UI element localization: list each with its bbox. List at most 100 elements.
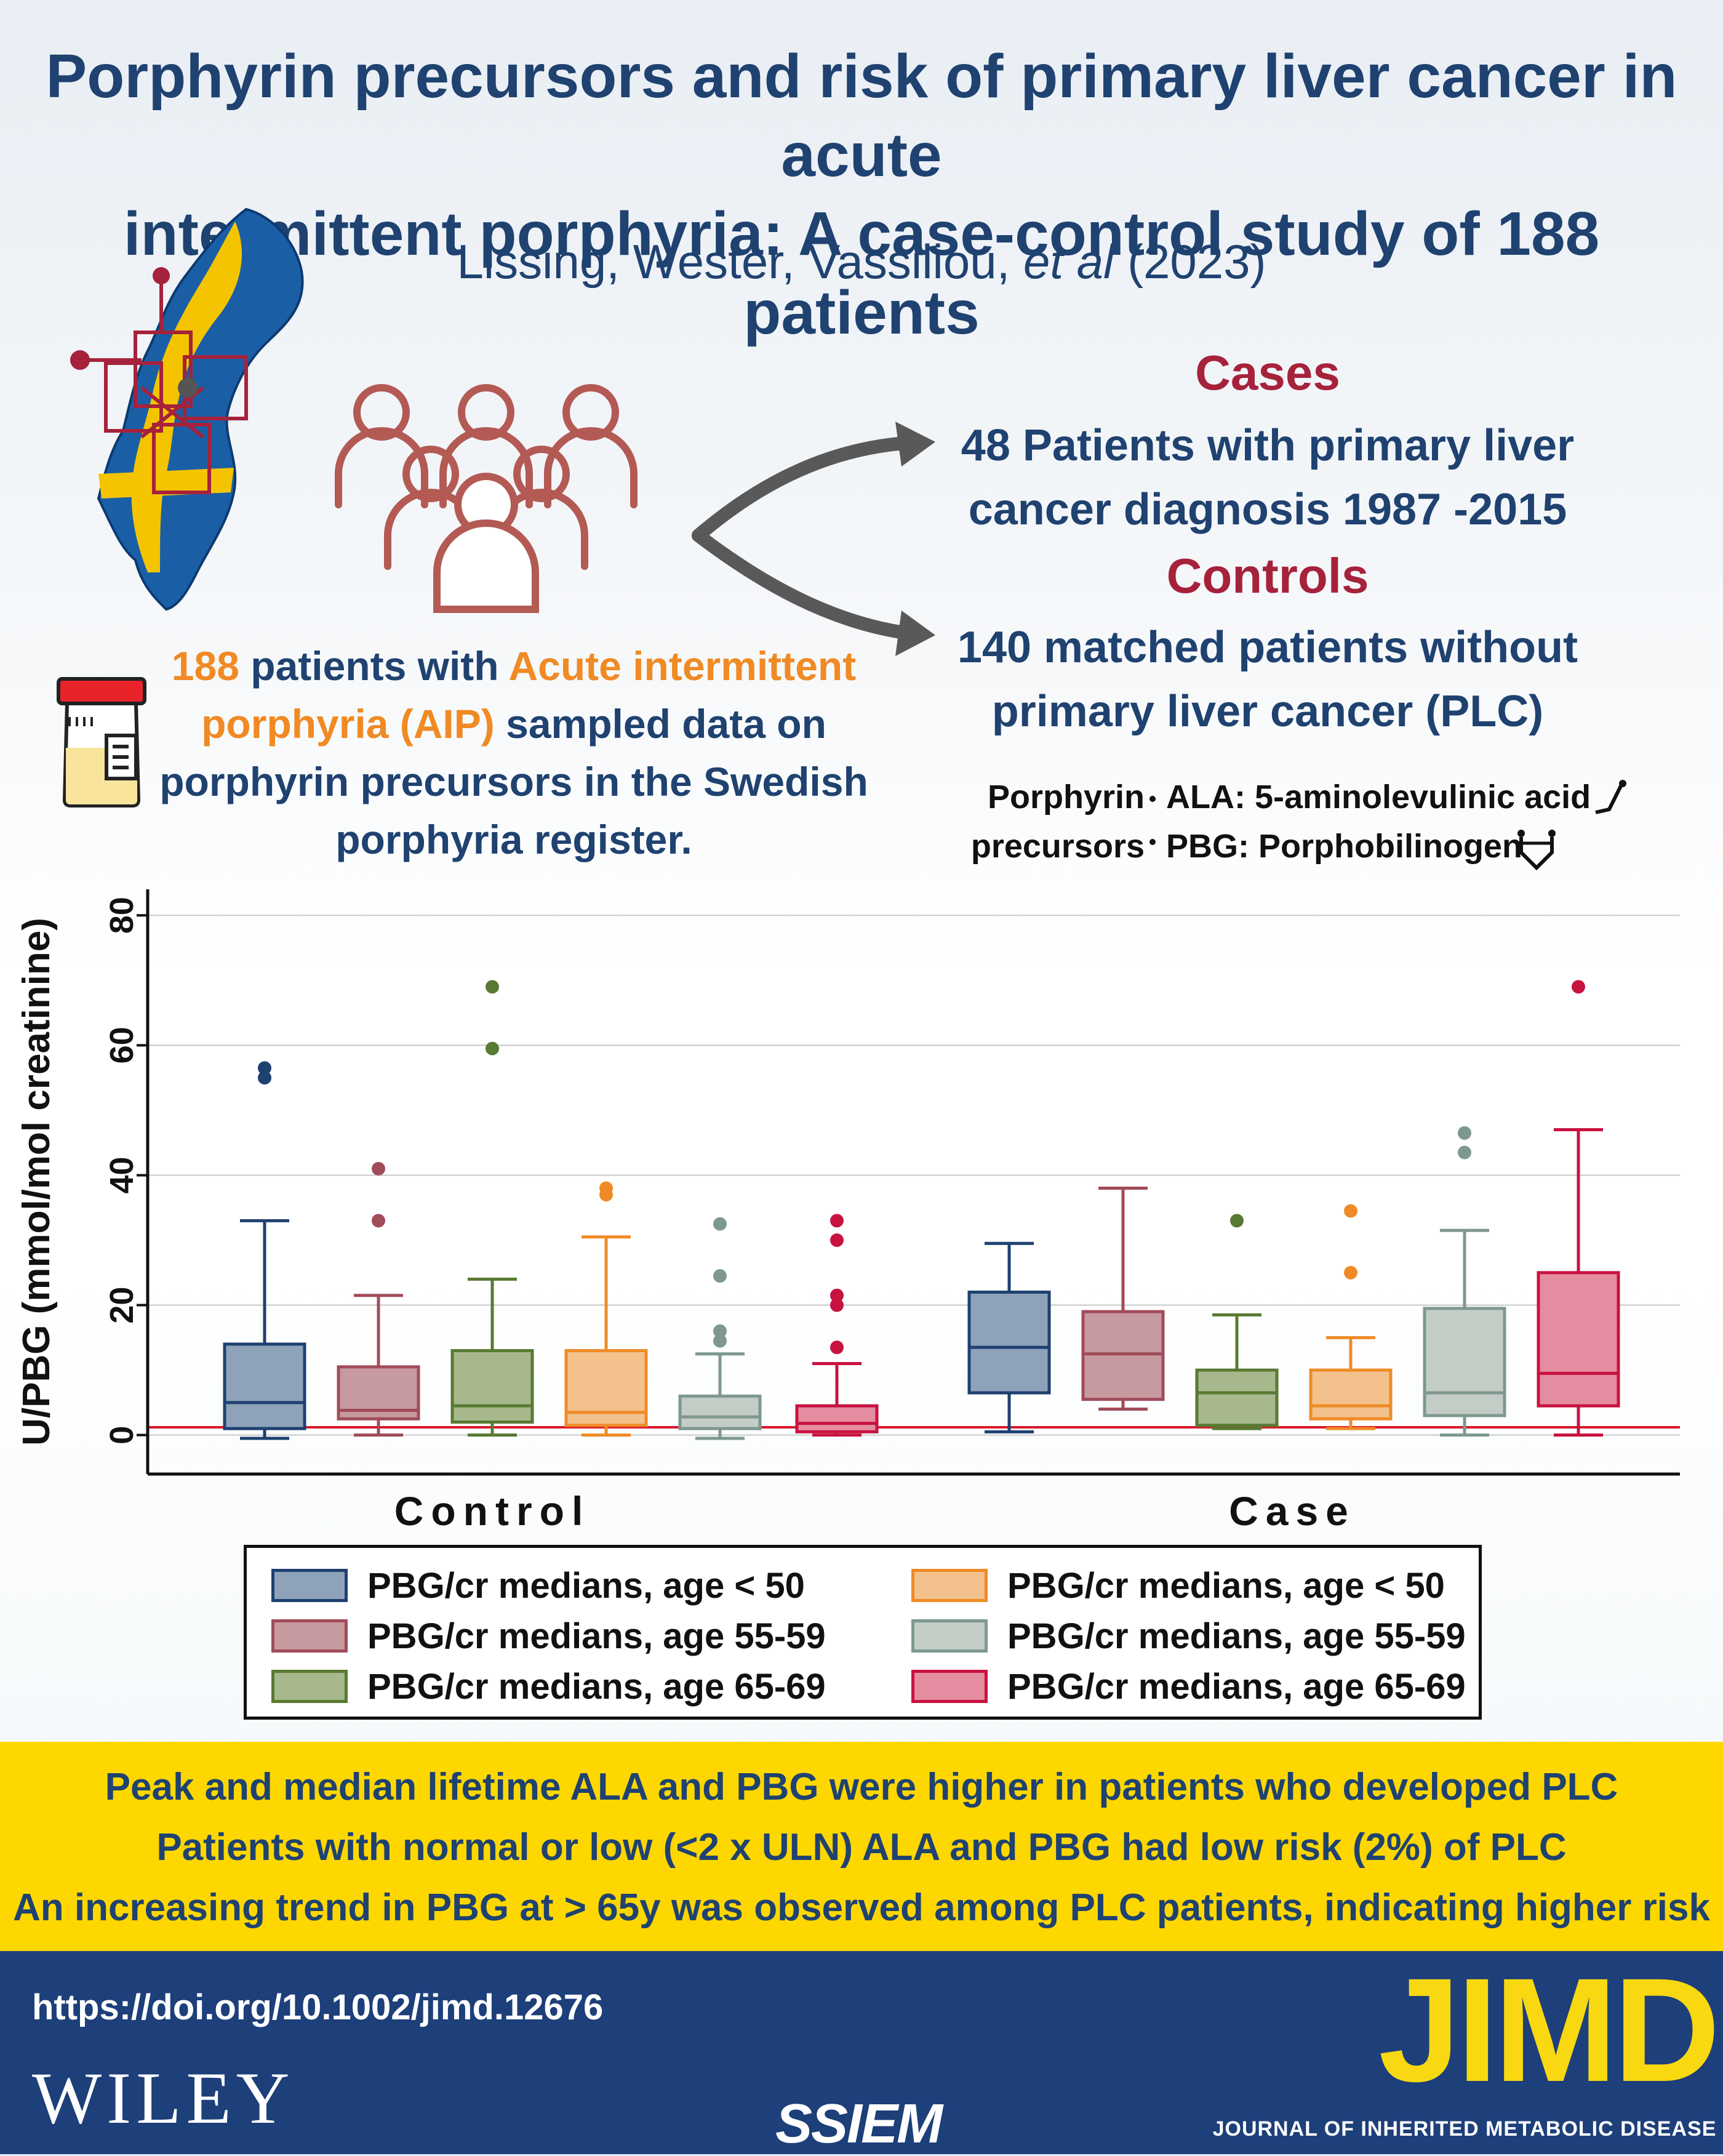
- cases-heading: Cases: [1195, 345, 1340, 400]
- patients-description: 188 patients with Acute intermittent por…: [154, 637, 874, 868]
- outlier-point: [1230, 1214, 1244, 1228]
- outlier-point: [486, 1041, 499, 1056]
- legend-swatch: [911, 1619, 988, 1653]
- legend-swatch: [271, 1569, 348, 1602]
- legend-label: PBG/cr medians, age 55-59: [367, 1616, 826, 1656]
- outlier-point: [1458, 1145, 1471, 1160]
- outlier-point: [830, 1214, 844, 1228]
- box: [1195, 1368, 1279, 1427]
- legend-swatch: [911, 1569, 988, 1602]
- legend-item: PBG/cr medians, age < 50: [911, 1564, 1445, 1607]
- precursors-label: Porphyrin precursors: [935, 772, 1145, 871]
- box: [1423, 1307, 1506, 1417]
- box: [1081, 1310, 1165, 1401]
- outlier-point: [713, 1269, 727, 1283]
- jimd-logo: JIMD: [1378, 1947, 1720, 2112]
- y-tick-label: 60: [103, 1027, 140, 1064]
- legend-swatch: [911, 1670, 988, 1703]
- legend-label: PBG/cr medians, age < 50: [367, 1565, 805, 1606]
- patients-aip-1: Acute intermittent: [508, 643, 857, 689]
- box: [1537, 1271, 1620, 1408]
- legend-item: PBG/cr medians, age 55-59: [271, 1614, 826, 1657]
- box: [223, 1342, 306, 1430]
- chart-legend: PBG/cr medians, age < 50 PBG/cr medians, …: [244, 1545, 1482, 1720]
- cases-line-1: 48 Patients with primary liver: [961, 421, 1575, 470]
- controls-line-1: 140 matched patients without: [957, 623, 1578, 672]
- title-line-1: Porphyrin precursors and risk of primary…: [46, 42, 1677, 190]
- legend-item: PBG/cr medians, age 65-69: [271, 1665, 826, 1708]
- sweden-map-icon: [70, 207, 304, 611]
- boxplot-chart: 0 20 40 60 80 U/PBG (mmol/mol creatinine) Cont…: [15, 889, 1680, 1533]
- outlier-point: [258, 1061, 271, 1075]
- finding-line: Patients with normal or low (<2 x ULN) A…: [156, 1826, 1567, 1869]
- legend-item: PBG/cr medians, age 55-59: [911, 1614, 1466, 1657]
- box: [564, 1349, 648, 1427]
- urine-sample-cup-icon: [57, 677, 146, 807]
- legend-label: PBG/cr medians, age 65-69: [1007, 1666, 1466, 1707]
- authors-names: Lissing, Wester, Vassiliou,: [457, 234, 1010, 289]
- legend-swatch: [271, 1619, 348, 1653]
- page-title: Porphyrin precursors and risk of primary…: [0, 37, 1723, 352]
- outlier-point: [713, 1217, 727, 1231]
- box: [795, 1404, 879, 1433]
- precursors-label-line-1: Porphyrin: [987, 779, 1145, 816]
- precursors-label-line-2: precursors: [970, 828, 1145, 865]
- precursor-pbg: PBG: Porphobilinogen: [1166, 828, 1522, 865]
- outlier-point: [1458, 1126, 1471, 1140]
- precursors-list: ALA: 5-aminolevulinic acid PBG: Porphobi…: [1166, 772, 1591, 871]
- authors-etal: et al: [1023, 234, 1114, 289]
- box: [967, 1290, 1051, 1395]
- cases-line-2: cancer diagnosis 1987 -2015: [968, 485, 1567, 534]
- finding-line: Peak and median lifetime ALA and PBG wer…: [105, 1766, 1618, 1808]
- outlier-point: [486, 980, 499, 994]
- key-findings-banner: Peak and median lifetime ALA and PBG wer…: [0, 1742, 1723, 1951]
- y-tick-label: 20: [103, 1287, 140, 1324]
- pbg-molecule-icon: [1517, 830, 1556, 871]
- legend-label: PBG/cr medians, age < 50: [1007, 1565, 1445, 1606]
- patients-text-2: sampled data on: [506, 701, 826, 747]
- outlier-point: [830, 1288, 844, 1302]
- patients-aip-2: porphyria (AIP): [201, 701, 495, 747]
- outlier-point: [1572, 980, 1585, 994]
- y-tick-label: 40: [103, 1156, 140, 1193]
- y-axis-label: U/PBG (mmol/mol creatinine): [15, 918, 58, 1446]
- legend-swatch: [271, 1670, 348, 1703]
- patients-group-icon: [335, 384, 638, 613]
- doi-link[interactable]: https://doi.org/10.1002/jimd.12676: [32, 1987, 604, 2027]
- authors-year: (2023): [1127, 234, 1266, 289]
- box: [450, 1349, 534, 1424]
- y-tick-label: 80: [103, 897, 140, 934]
- outlier-point: [372, 1214, 385, 1228]
- box: [1309, 1368, 1393, 1421]
- outlier-point: [1344, 1265, 1357, 1280]
- box: [678, 1394, 762, 1430]
- legend-item: PBG/cr medians, age 65-69: [911, 1665, 1466, 1708]
- legend-label: PBG/cr medians, age 65-69: [367, 1666, 826, 1707]
- legend-item: PBG/cr medians, age < 50: [271, 1564, 805, 1607]
- outlier-point: [258, 1071, 271, 1085]
- authors-line: Lissing, Wester, Vassiliou, et al (2023): [0, 234, 1723, 290]
- patients-text-1: patients with: [250, 643, 499, 689]
- outlier-point: [830, 1298, 844, 1312]
- finding-line: An increasing trend in PBG at > 65y was …: [13, 1886, 1710, 1929]
- jimd-full-name: JOURNAL OF INHERITED METABOLIC DISEASE: [1212, 2117, 1717, 2141]
- x-group-label: Case: [1229, 1488, 1356, 1533]
- outlier-point: [830, 1233, 844, 1247]
- controls-description: 140 matched patients without primary liv…: [898, 615, 1637, 743]
- cases-description: 48 Patients with primary liver cancer di…: [898, 414, 1637, 542]
- split-arrows-icon: [692, 422, 935, 656]
- controls-line-2: primary liver cancer (PLC): [991, 687, 1544, 736]
- bullet-dot-1: [1149, 794, 1156, 805]
- outlier-point: [372, 1161, 385, 1176]
- precursor-ala: ALA: 5-aminolevulinic acid: [1166, 779, 1591, 816]
- bullet-dot-2: [1149, 837, 1156, 848]
- ala-molecule-icon: [1595, 780, 1626, 814]
- patients-count: 188: [171, 643, 239, 689]
- y-tick-label: 0: [103, 1426, 140, 1445]
- outlier-point: [713, 1334, 727, 1348]
- wiley-logo: WILEY: [32, 2057, 295, 2139]
- title-line-2: intermittent porphyria: A case-control s…: [123, 199, 1600, 347]
- legend-label: PBG/cr medians, age 55-59: [1007, 1616, 1466, 1656]
- footer-bar: [0, 1951, 1723, 2154]
- controls-heading: Controls: [1166, 548, 1369, 603]
